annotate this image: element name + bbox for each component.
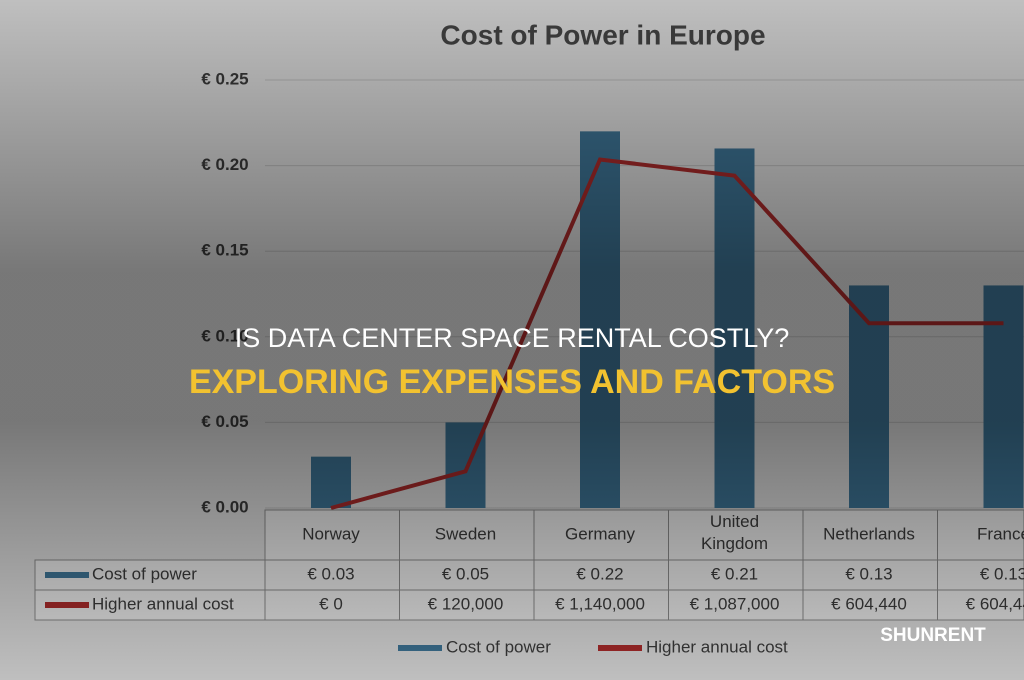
overlay-subtitle: EXPLORING EXPENSES AND FACTORS [189, 363, 835, 401]
brand: SHUNRENT [880, 625, 986, 646]
overlay-title: IS DATA CENTER SPACE RENTAL COSTLY? [235, 323, 790, 353]
